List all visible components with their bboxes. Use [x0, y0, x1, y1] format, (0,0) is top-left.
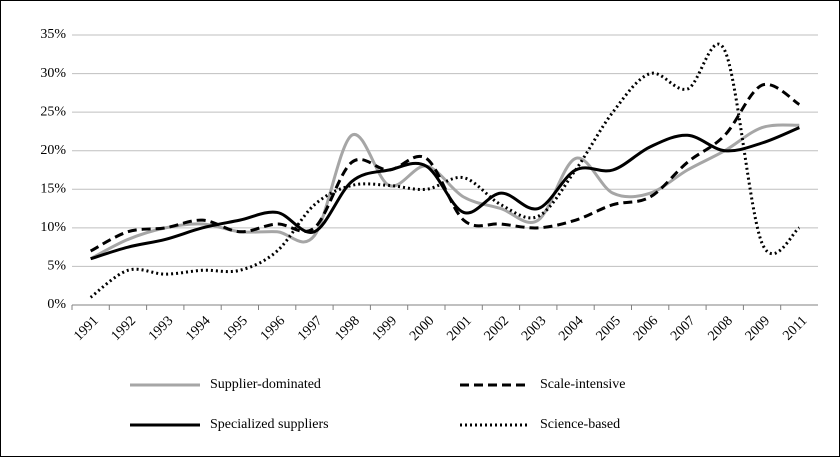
series-line — [90, 126, 800, 261]
y-tick-label: 0% — [47, 297, 66, 312]
y-tick-label: 5% — [47, 259, 66, 274]
legend-label: Science-based — [540, 417, 620, 432]
y-tick-label: 25% — [40, 104, 66, 119]
y-tick-label: 20% — [40, 143, 66, 158]
y-tick-label: 30% — [40, 66, 66, 81]
y-tick-label: 35% — [40, 27, 66, 42]
legend-label: Supplier-dominated — [210, 377, 321, 392]
legend-label: Specialized suppliers — [210, 417, 329, 432]
series-line — [89, 42, 801, 299]
y-tick-label: 10% — [40, 220, 66, 235]
legend-label: Scale-intensive — [540, 377, 626, 392]
y-tick-label: 15% — [40, 182, 66, 197]
